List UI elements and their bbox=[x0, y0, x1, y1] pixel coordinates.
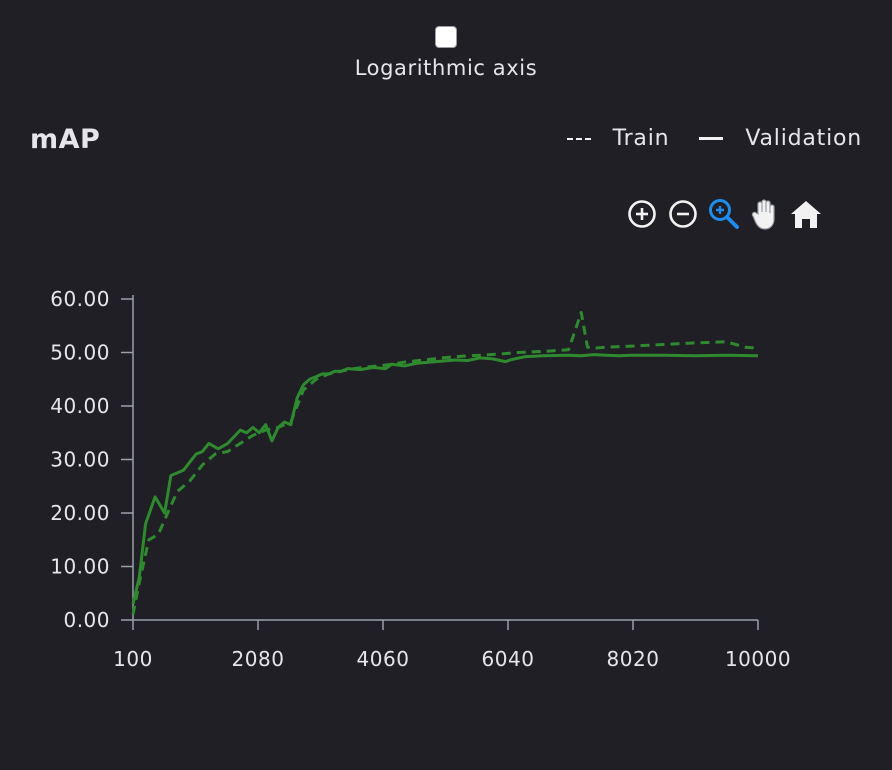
pan-button[interactable] bbox=[747, 196, 783, 232]
y-tick-label: 10.00 bbox=[50, 555, 110, 579]
series-line-train bbox=[131, 310, 759, 615]
zoom-out-icon bbox=[669, 200, 697, 228]
y-tick-label: 50.00 bbox=[50, 341, 110, 365]
x-tick-label: 100 bbox=[113, 647, 153, 671]
zoom-out-button[interactable] bbox=[665, 196, 701, 232]
x-tick-label: 10000 bbox=[725, 647, 791, 671]
y-tick-label: 0.00 bbox=[63, 608, 110, 632]
chart-legend: Train Validation bbox=[537, 126, 862, 151]
x-axis: 100 2080 4060 6040 8020 10000 bbox=[113, 620, 791, 671]
legend-validation-label: Validation bbox=[745, 126, 862, 151]
series-line-validation bbox=[131, 353, 759, 605]
zoom-select-icon bbox=[709, 199, 739, 229]
legend-solid-line-icon bbox=[699, 137, 724, 140]
series-layer bbox=[131, 310, 759, 615]
x-tick-label: 4060 bbox=[357, 647, 410, 671]
log-axis-label: Logarithmic axis bbox=[354, 56, 538, 80]
y-tick-label: 60.00 bbox=[50, 287, 110, 311]
chart-title: mAP bbox=[30, 124, 101, 155]
legend-item-train[interactable]: Train bbox=[566, 126, 670, 151]
home-icon bbox=[791, 201, 821, 228]
log-axis-checkbox[interactable] bbox=[435, 26, 457, 48]
zoom-select-button[interactable] bbox=[706, 196, 742, 232]
chart-toolbar bbox=[624, 196, 829, 232]
zoom-in-button[interactable] bbox=[624, 196, 660, 232]
y-tick-label: 40.00 bbox=[50, 394, 110, 418]
y-tick-label: 20.00 bbox=[50, 501, 110, 525]
x-tick-label: 6040 bbox=[482, 647, 535, 671]
legend-dashed-line-icon bbox=[566, 137, 591, 140]
home-button[interactable] bbox=[788, 196, 824, 232]
pan-hand-icon bbox=[751, 199, 775, 230]
legend-item-validation[interactable]: Validation bbox=[699, 126, 862, 151]
y-axis: 0.00 10.00 20.00 30.00 40.00 50.00 60.00 bbox=[50, 287, 133, 632]
legend-train-label: Train bbox=[612, 126, 670, 151]
zoom-in-icon bbox=[628, 200, 656, 228]
y-tick-label: 30.00 bbox=[50, 448, 110, 472]
x-tick-label: 2080 bbox=[232, 647, 285, 671]
log-axis-toggle: Logarithmic axis bbox=[0, 26, 892, 80]
x-tick-label: 8020 bbox=[607, 647, 660, 671]
